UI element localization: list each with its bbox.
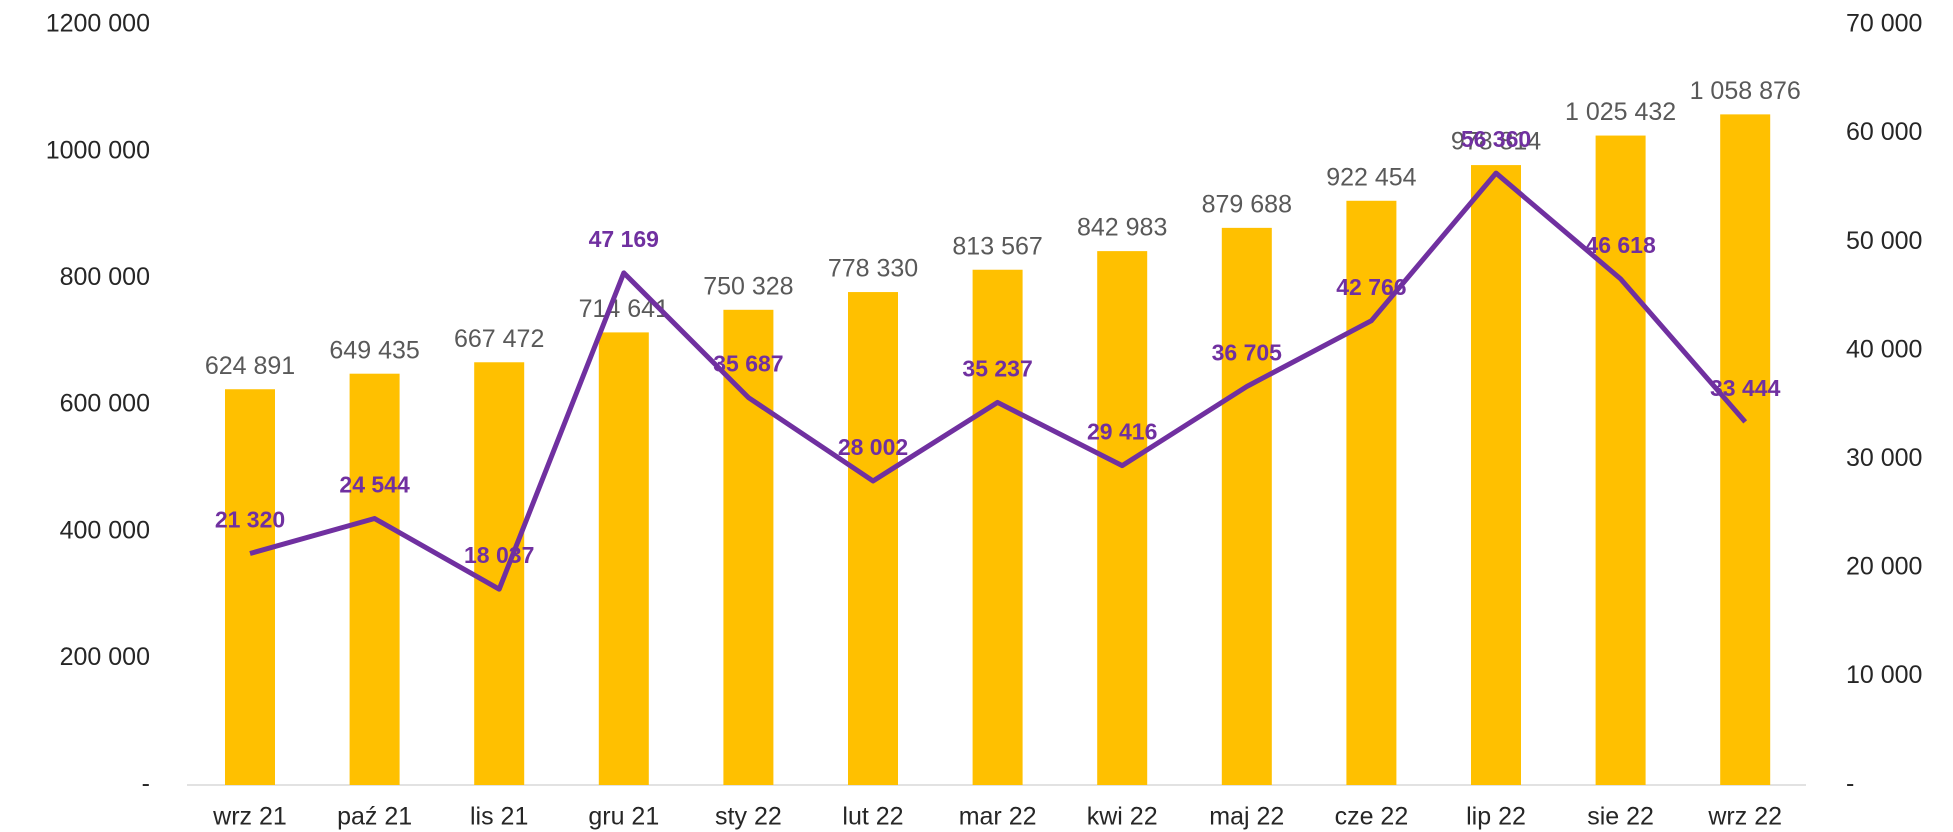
x-tick-label: wrz 21 <box>212 803 287 831</box>
bar <box>225 389 275 785</box>
y2-tick-label: 50 000 <box>1846 227 1922 255</box>
line-value-label: 42 766 <box>1336 274 1406 300</box>
x-tick-label: sty 22 <box>715 803 782 831</box>
y-tick-label: 600 000 <box>60 390 150 418</box>
y2-tick-label: - <box>1846 770 1854 798</box>
line-value-label: 21 320 <box>215 507 285 533</box>
x-tick-label: lis 21 <box>470 803 528 831</box>
y2-tick-label: 10 000 <box>1846 661 1922 689</box>
bar-value-label: 1 058 876 <box>1690 77 1801 105</box>
x-tick-label: mar 22 <box>959 803 1037 831</box>
bar <box>1595 135 1646 785</box>
bar-value-label: 649 435 <box>329 336 419 364</box>
bar-value-label: 667 472 <box>454 325 544 353</box>
y-tick-label: 800 000 <box>60 263 150 291</box>
line-value-label: 18 037 <box>464 542 534 568</box>
x-tick-label: sie 22 <box>1587 803 1654 831</box>
line-value-label: 28 002 <box>838 434 908 460</box>
bar-value-label: 842 983 <box>1077 214 1167 242</box>
bar-value-label: 750 328 <box>703 272 793 300</box>
bar-value-label: 978 814 <box>1451 128 1541 156</box>
bar <box>972 269 1023 785</box>
bar <box>349 373 400 785</box>
x-tick-label: gru 21 <box>588 803 659 831</box>
line-value-label: 35 237 <box>962 356 1032 382</box>
bar-value-label: 778 330 <box>828 255 918 283</box>
x-tick-label: cze 22 <box>1335 803 1409 831</box>
y2-tick-label: 70 000 <box>1846 10 1922 38</box>
x-tick-label: lut 22 <box>842 803 903 831</box>
y2-tick-label: 60 000 <box>1846 118 1922 146</box>
line-value-label: 56 360 <box>1461 126 1531 152</box>
y-tick-label: 1000 000 <box>46 136 150 164</box>
y2-tick-label: 30 000 <box>1846 444 1922 472</box>
x-tick-label: lip 22 <box>1466 803 1526 831</box>
bar <box>723 309 774 785</box>
y2-tick-label: 20 000 <box>1846 552 1922 580</box>
bar-value-label: 879 688 <box>1202 190 1292 218</box>
line <box>249 170 1748 592</box>
x-tick-label: kwi 22 <box>1087 803 1158 831</box>
bar <box>1097 251 1148 785</box>
bar-value-label: 624 891 <box>205 352 295 380</box>
bar <box>848 292 898 785</box>
y-tick-label: - <box>142 770 150 798</box>
bar <box>1221 227 1272 786</box>
x-tick-label: paź 21 <box>337 803 412 831</box>
bar-value-label: 714 641 <box>579 295 669 323</box>
bar <box>598 332 649 785</box>
line-value-label: 24 544 <box>339 472 410 498</box>
y-tick-label: 200 000 <box>60 643 150 671</box>
x-tick-label: maj 22 <box>1209 803 1284 831</box>
y2-tick-label: 40 000 <box>1846 335 1922 363</box>
line-value-label: 36 705 <box>1212 340 1283 366</box>
y-tick-label: 1200 000 <box>46 10 150 38</box>
line-value-label: 33 444 <box>1710 375 1781 401</box>
bar <box>1720 114 1771 785</box>
bar-value-label: 813 567 <box>952 232 1042 260</box>
bar-value-label: 922 454 <box>1326 163 1416 191</box>
line-value-label: 29 416 <box>1087 419 1157 445</box>
y-tick-label: 400 000 <box>60 516 150 544</box>
line-value-label: 35 687 <box>713 351 783 377</box>
bar <box>474 362 525 785</box>
line-value-label: 46 618 <box>1585 232 1656 258</box>
bar-value-label: 1 025 432 <box>1565 98 1676 126</box>
bar <box>1471 165 1521 785</box>
x-tick-label: wrz 22 <box>1707 803 1782 831</box>
line-value-label: 47 169 <box>589 226 659 252</box>
